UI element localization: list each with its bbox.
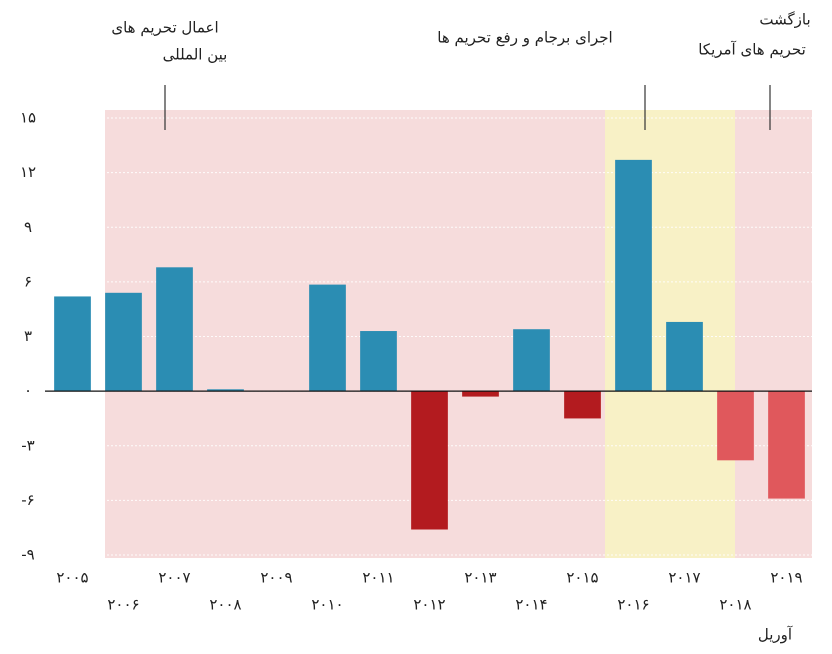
x-tick-label: ۲۰۱۱ — [362, 569, 394, 587]
y-tick-label: ۱۲ — [20, 163, 36, 181]
y-tick-label: ۹ — [24, 218, 32, 236]
x-tick-label: ۲۰۱۵ — [566, 569, 598, 587]
y-tick-label: ۳ — [24, 327, 32, 345]
y-tick-label: ۰ — [24, 382, 32, 400]
x-tick-label: ۲۰۱۸ — [719, 596, 751, 614]
y-tick-label: -۳ — [21, 436, 34, 454]
x-tick-label: ۲۰۱۲ — [413, 596, 445, 614]
bar — [564, 391, 601, 419]
x-tick-label: ۲۰۱۰ — [311, 596, 343, 614]
x-tick-label: ۲۰۰۸ — [209, 596, 241, 614]
bar — [462, 391, 499, 397]
bar — [156, 267, 193, 392]
x-tick-label: ۲۰۱۶ — [617, 596, 649, 614]
bar — [105, 292, 142, 392]
bar — [411, 391, 448, 530]
x-tick-label: ۲۰۱۳ — [464, 569, 496, 587]
x-tick-label: ۲۰۰۹ — [260, 569, 292, 587]
x-tick-label: ۲۰۱۹ — [770, 569, 802, 587]
bar — [666, 321, 703, 392]
bar — [513, 329, 550, 392]
x-tick-label: ۲۰۱۴ — [515, 596, 547, 614]
bar — [360, 331, 397, 392]
y-tick-label: -۶ — [21, 491, 34, 509]
bar — [615, 159, 652, 392]
annotation-text: بین المللی — [163, 46, 228, 64]
x-tick-label: ۲۰۰۵ — [56, 569, 88, 587]
bar — [309, 284, 346, 392]
bar — [207, 389, 244, 392]
y-tick-label: ۶ — [24, 272, 32, 290]
bar — [717, 391, 754, 461]
bar — [54, 296, 91, 392]
annotation-text: اجرای برجام و رفع تحریم ها — [437, 29, 612, 47]
annotation-text: اعمال تحریم های — [111, 19, 218, 37]
annotation-text: تحریم های آمریکا — [698, 41, 806, 59]
bar — [768, 391, 805, 499]
annotation-text: بازگشت — [759, 11, 810, 29]
x-tick-label: ۲۰۰۷ — [158, 569, 190, 587]
y-tick-label: ۱۵ — [20, 109, 36, 127]
x-tick-label: ۲۰۰۶ — [107, 596, 139, 614]
x-tick-label: ۲۰۱۷ — [668, 569, 700, 587]
y-tick-label: -۹ — [21, 546, 34, 564]
x-axis-label: آوریل — [758, 626, 793, 644]
